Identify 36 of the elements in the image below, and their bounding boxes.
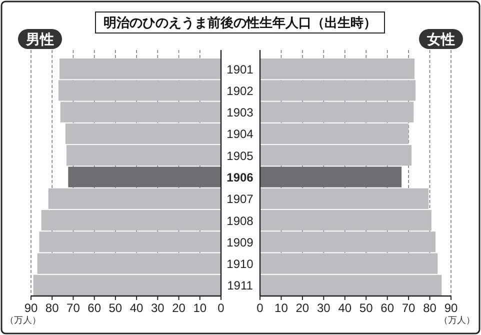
y-tick-label: 1902 [226, 84, 254, 98]
y-tick-label: 1906 [226, 170, 254, 184]
y-tick-label: 1908 [226, 214, 254, 228]
chart-subtitle: 男性 [25, 31, 54, 47]
y-tick-label: 1911 [227, 278, 254, 293]
x-tick-label: 30 [316, 301, 331, 315]
x-tick-label: 40 [130, 301, 144, 315]
x-tick-label: 90 [444, 301, 458, 315]
x-tick-label: 0 [218, 301, 225, 315]
y-tick-label: 1903 [226, 106, 254, 120]
y-tick-label: 1909 [226, 235, 254, 250]
y-tick-label: 1907 [226, 192, 254, 206]
y-tick-label: 1910 [226, 257, 254, 272]
x-tick-label: 80 [423, 301, 437, 315]
x-tick-label: 10 [193, 301, 207, 315]
x-tick-label: 60 [88, 301, 102, 315]
x-tick-label: 10 [274, 301, 288, 315]
text: （万人） [5, 315, 41, 325]
x-tick-label: 70 [66, 301, 80, 315]
x-tick-label: 90 [24, 301, 38, 315]
chart-subtitle: 女性 [426, 31, 455, 47]
x-tick-label: 50 [108, 301, 122, 315]
text: （万人） [439, 315, 475, 325]
y-tick-label: 1901 [226, 62, 254, 76]
x-tick-label: 0 [256, 301, 264, 315]
x-tick-label: 60 [380, 301, 394, 315]
x-tick-label: 20 [172, 301, 186, 315]
x-tick-label: 50 [359, 301, 374, 315]
x-tick-label: 70 [402, 301, 416, 315]
y-tick-label: 1904 [226, 127, 254, 142]
x-tick-label: 80 [45, 301, 60, 315]
chart-title: 明治のひのえうま前後の性生年人口（出生時） [104, 15, 376, 30]
x-tick-label: 20 [296, 301, 310, 315]
x-tick-label: 30 [150, 301, 165, 315]
y-tick-label: 1905 [226, 148, 254, 163]
x-tick-label: 40 [338, 301, 352, 315]
